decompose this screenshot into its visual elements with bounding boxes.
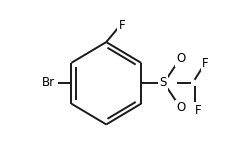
Text: F: F: [194, 104, 200, 117]
Text: F: F: [118, 19, 125, 32]
Text: Br: Br: [41, 76, 55, 89]
Text: O: O: [175, 101, 185, 114]
Text: O: O: [175, 52, 185, 66]
Text: S: S: [158, 76, 166, 89]
Text: F: F: [201, 57, 208, 70]
